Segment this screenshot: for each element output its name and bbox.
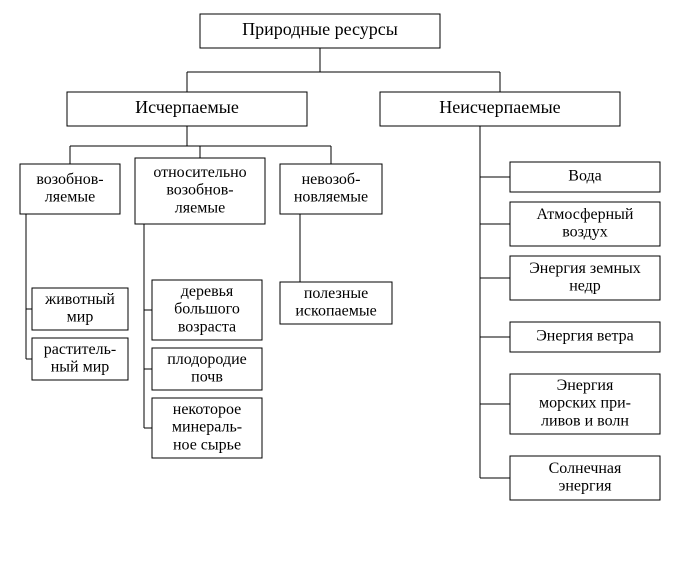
node-label: возраста [178,318,236,335]
node-label: ляемые [175,199,225,216]
node-mineral: некотороеминераль-ное сырье [152,398,262,458]
node-exh: Исчерпаемые [67,92,307,126]
node-label: новляемые [294,188,368,205]
node-label: Солнечная [549,460,622,477]
node-label: почв [191,368,223,385]
node-label: ное сырье [173,436,241,453]
node-label: ливов и волн [541,412,629,429]
node-air: Атмосферныйвоздух [510,202,660,246]
node-root: Природные ресурсы [200,14,440,48]
node-label: Природные ресурсы [242,19,398,39]
node-label: недр [569,277,601,294]
node-nonren: невозоб-новляемые [280,164,382,214]
node-label: энергия [558,477,612,494]
node-tide: Энергияморских при-ливов и волн [510,374,660,434]
node-label: ляемые [45,188,95,205]
node-inexh: Неисчерпаемые [380,92,620,126]
node-label: возобнов- [166,182,233,199]
node-wind: Энергия ветра [510,322,660,352]
node-trees: деревьябольшоговозраста [152,280,262,340]
node-label: Неисчерпаемые [439,97,560,117]
node-label: Исчерпаемые [135,97,239,117]
hierarchy-diagram: Природные ресурсы Исчерпаемые Неисчерпаемы… [0,0,683,565]
node-rel: относительновозобнов-ляемые [135,158,265,224]
node-label: ископаемые [295,302,376,319]
node-sun: Солнечнаяэнергия [510,456,660,500]
nodes: Природные ресурсы Исчерпаемые Неисчерпаемы… [20,14,660,500]
node-label: минераль- [172,419,242,436]
node-soil: плодородиепочв [152,348,262,390]
node-fossil: полезныеископаемые [280,282,392,324]
node-label: мир [67,308,94,325]
node-anim: животныймир [32,288,128,330]
node-label: Вода [568,168,601,185]
node-renew: возобнов-ляемые [20,164,120,214]
node-label: Энергия [557,377,614,394]
node-label: плодородие [167,351,247,368]
node-label: относительно [153,164,246,181]
node-label: Атмосферный [537,206,634,223]
node-label: воздух [562,223,608,240]
node-label: Энергия ветра [536,328,634,345]
node-label: морских при- [539,395,631,412]
node-earth: Энергия земныхнедр [510,256,660,300]
node-label: животный [44,291,115,308]
node-label: некоторое [173,401,242,418]
node-label: возобнов- [36,171,103,188]
node-label: ный мир [51,358,110,375]
node-label: Энергия земных [529,260,641,277]
node-label: полезные [304,285,368,302]
node-water: Вода [510,162,660,192]
node-plant: раститель-ный мир [32,338,128,380]
node-label: деревья [181,283,234,300]
node-label: раститель- [44,341,116,358]
node-label: большого [174,301,240,318]
node-label: невозоб- [302,171,361,188]
